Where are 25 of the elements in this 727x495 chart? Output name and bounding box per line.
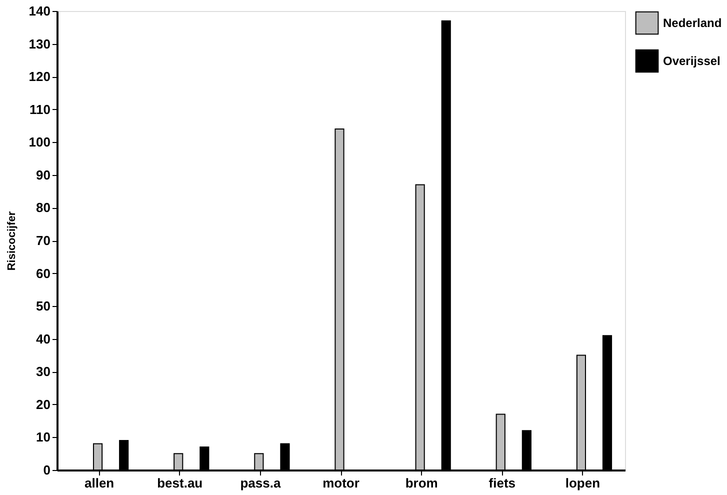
y-tick-label: 110 bbox=[30, 102, 50, 117]
y-tick-label: 100 bbox=[28, 134, 50, 150]
y-tick-label: 90 bbox=[36, 167, 50, 182]
x-tick-label: best.au bbox=[157, 476, 203, 490]
x-tick-label: brom bbox=[405, 476, 438, 490]
y-tick-label: 10 bbox=[36, 430, 50, 445]
y-tick-label: 20 bbox=[36, 396, 50, 412]
x-tick-label: allen bbox=[84, 476, 114, 490]
y-tick-label: 40 bbox=[36, 331, 50, 346]
y-tick-label: 140 bbox=[28, 4, 50, 18]
y-tick-label: 60 bbox=[36, 266, 50, 281]
y-tick-label: 120 bbox=[28, 69, 50, 84]
legend-label: Nederland bbox=[663, 16, 722, 30]
y-axis-title: Risicocijfer bbox=[6, 210, 18, 271]
y-tick-label: 0 bbox=[43, 462, 50, 478]
y-tick-label: 70 bbox=[36, 233, 50, 248]
y-tick-label: 80 bbox=[36, 200, 50, 216]
y-tick-label: 130 bbox=[28, 36, 50, 52]
legend-label: Overijssel bbox=[663, 54, 720, 68]
y-tick-label: 50 bbox=[36, 298, 50, 314]
x-tick-label: motor bbox=[322, 476, 360, 490]
x-tick-label: fiets bbox=[488, 476, 516, 490]
x-tick-label: pass.a bbox=[240, 476, 282, 490]
y-tick-label: 30 bbox=[36, 364, 50, 380]
x-tick-label: lopen bbox=[565, 476, 600, 490]
